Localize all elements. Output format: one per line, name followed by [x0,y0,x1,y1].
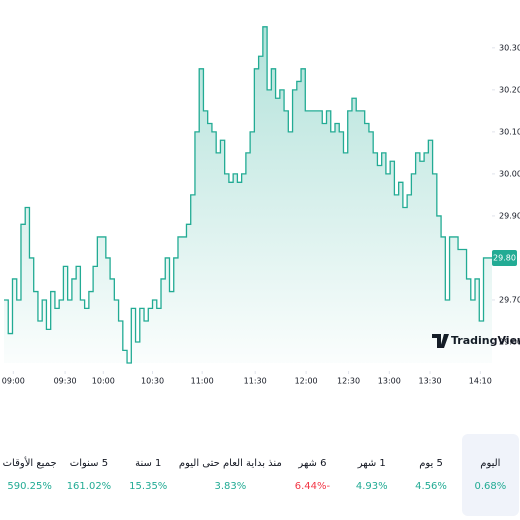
period-label: 1 شهر [357,458,386,469]
period-change: 161.02% [66,481,112,492]
y-tick-label: 30.10 [499,127,520,136]
period-tab[interactable]: 6 شهر -6.44% [284,434,341,516]
x-tick-label: 10:00 [92,377,115,386]
y-tick-label: 30.20 [499,85,520,94]
y-tick-label: 29.60 [499,337,520,346]
y-tick-label: 29.70 [499,295,520,304]
x-tick-label: 14:10 [469,377,492,386]
period-label: 5 سنوات [69,458,109,469]
period-change: 4.93% [355,481,388,492]
period-tab[interactable]: 1 شهر 4.93% [343,434,400,516]
last-price-box [492,249,517,266]
period-tab[interactable]: 1 سنة 15.35% [120,434,177,516]
period-tab[interactable]: 5 يوم 4.56% [402,434,459,516]
y-tick-label: 30.30 [499,43,520,52]
period-tab[interactable]: 5 سنوات 161.02% [60,434,117,516]
x-tick-label: 09:30 [54,377,77,386]
last-price-label: 29.80 [493,253,516,262]
period-change: 4.56% [415,481,447,492]
x-tick-label: 13:30 [419,377,442,386]
period-label: 6 شهر [298,458,327,469]
period-change: 0.68% [474,481,507,492]
period-tab[interactable]: جميع الأوقات 590.25% [1,434,58,516]
period-label: اليوم [480,458,501,469]
x-tick-label: 09:00 [2,377,25,386]
period-change: 590.25% [7,481,52,492]
chart: TradingView 29.6029.7029.9030.0030.1030.… [2,26,520,386]
period-label: منذ بداية العام حتى اليوم [178,458,282,469]
period-label: 5 يوم [419,458,443,469]
period-change: 15.35% [129,481,168,492]
period-change: 3.83% [214,481,247,492]
x-tick-label: 11:30 [244,377,267,386]
period-label: جميع الأوقات [2,458,57,469]
period-tab[interactable]: منذ بداية العام حتى اليوم 3.83% [179,434,282,516]
x-tick-label: 11:00 [191,377,214,386]
x-tick-label: 13:00 [378,377,401,386]
y-tick-label: 30.00 [499,169,520,178]
price-line [4,26,492,364]
x-tick-label: 12:00 [295,377,318,386]
x-tick-label: 12:30 [337,377,360,386]
x-tick-label: 10:30 [141,377,164,386]
period-tabs: اليوم 0.68% 5 يوم 4.56% 1 شهر 4.93% 6 شهر -6.44… [0,432,520,518]
area [4,26,492,364]
period-change: -6.44% [294,481,331,492]
period-tab[interactable]: اليوم 0.68% [461,434,519,516]
y-tick-label: 29.90 [499,211,520,220]
period-label: 1 سنة [135,458,162,469]
